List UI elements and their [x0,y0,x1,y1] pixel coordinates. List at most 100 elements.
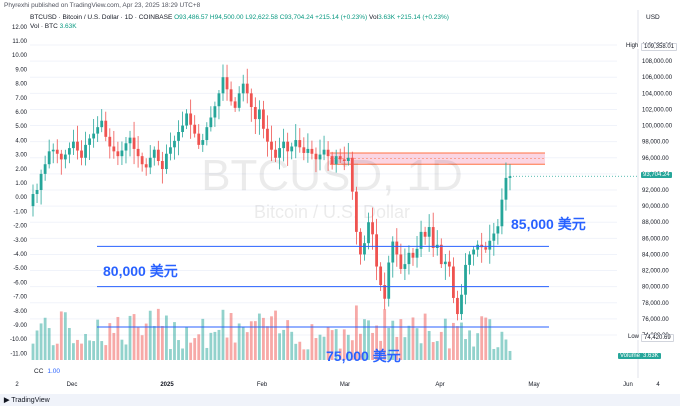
ohlc-change: +215.14 (+0.23%) [315,14,368,21]
candle-body [96,127,100,134]
candle-body [100,120,104,128]
candle-body [39,173,43,190]
candle-body [181,125,184,132]
volume-bar [217,329,221,360]
time-axis-tick: 2 [15,382,19,388]
volume-bar [209,332,213,360]
volume-bar [249,321,253,360]
currency-label[interactable]: USD [646,14,660,21]
volume-badge: 3.63K [641,353,661,359]
candle-body [354,191,358,232]
right-axis-tick: 92,000.00 [642,188,669,194]
volume-bar [229,313,233,360]
annotation-75k: 75,000 美元 [326,348,401,364]
volume-bar [112,332,116,360]
time-axis[interactable]: 2 Dec 2025 Feb Mar Apr May Jun 4 [15,382,660,388]
volume-bar [460,322,463,360]
candle-body [375,234,379,267]
candle-body [464,264,467,295]
volume-bar [492,348,496,360]
watermark-name: Bitcoin / U.S. Dollar [254,202,410,222]
candle-body [439,244,443,265]
candle-body [84,144,87,158]
symbol-title[interactable]: BTCUSD · Bitcoin / U.S. Dollar · 1D · CO… [30,14,173,21]
left-axis-tick: 11.00 [12,39,27,45]
candle-body [322,149,326,155]
candle-body [76,141,79,151]
left-axis-tick: 2.00 [15,167,27,173]
candle-body [484,247,488,250]
candle-body [51,149,55,152]
candle-body [496,226,500,234]
volume-bar [439,331,443,360]
candle-body [504,177,508,200]
volume-bar [318,334,322,360]
volume-bar [193,338,197,360]
candle-body [286,141,290,152]
volume-legend-label: Vol · BTC [30,23,58,30]
volume-bar [314,338,318,360]
candle-body [488,240,492,250]
candle-body [346,157,350,161]
cc-indicator[interactable]: CC 1.00 [34,368,60,375]
volume-bar [399,319,403,360]
time-axis-tick: Dec [67,382,78,388]
candle-body [205,127,209,141]
candle-body [334,156,338,165]
candle-body [55,149,59,154]
ohlc-open: O93,486.57 [174,14,209,21]
volume-bar [359,333,362,360]
candle-body [43,164,47,174]
volume-bar [140,335,144,360]
volume-bar [464,339,467,360]
candle-body [164,153,168,170]
volume-bar [201,318,205,360]
right-axis-tick: 76,000.00 [642,317,669,323]
candle-body [338,156,342,160]
tradingview-logo[interactable]: ▶ TradingView [4,396,50,404]
volume-bar [435,341,439,360]
candle-body [128,137,132,144]
candle-body [427,227,431,237]
candle-body [31,194,35,207]
right-axis[interactable]: 110,000.00108,000.00106,000.00104,000.00… [642,43,673,339]
candle-body [431,227,435,248]
volume-bar [108,323,112,360]
volume-bar [334,329,338,360]
volume-bar [447,348,451,360]
volume-bar [330,330,334,360]
annotation-85k: 85,000 美元 [511,216,586,232]
volume-bar [266,326,269,360]
volume-bar [76,339,79,360]
candle-body [350,157,354,192]
candle-body [213,106,217,118]
ohlc-high: H94,500.00 [209,14,244,21]
volume-bar [120,339,124,360]
publish-info: Phyrexhi published on TradingView.com, A… [4,2,201,9]
volume-legend[interactable]: Vol · BTC 3.63K [30,23,77,30]
candle-body [116,151,120,157]
volume-bar [31,343,35,360]
candles [31,64,512,321]
volume-bar [257,313,261,360]
volume-bar [282,329,286,360]
right-axis-tick: 84,000.00 [642,252,669,258]
volume-bar [387,327,391,360]
grid [30,10,639,378]
volume-bar [100,341,104,360]
high-badge-label: High [626,43,639,49]
candle-body [266,128,269,142]
candle-body [108,136,112,147]
volume-bar [84,333,87,360]
volume-bar [407,325,411,360]
candle-body [156,149,160,161]
candle-body [403,264,407,269]
volume-bar [367,320,370,360]
candle-body [302,147,306,153]
volume-bar [354,305,358,360]
candle-body [290,146,294,152]
candle-body [249,93,253,108]
volume-bar [156,308,160,360]
candle-body [383,285,387,299]
